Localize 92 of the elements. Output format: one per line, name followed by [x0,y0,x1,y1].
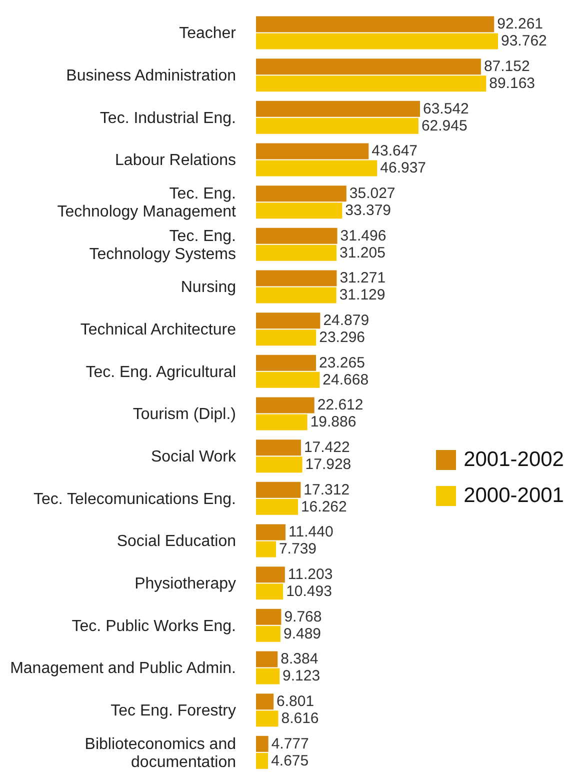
bar [256,397,314,414]
bar [256,482,301,498]
bar [256,440,301,456]
y-tick-label: Technical Architecture [80,321,236,338]
data-label: 17.422 [304,439,350,456]
data-label: 31.271 [340,270,386,287]
bar [256,651,278,668]
bar [256,566,285,583]
bar [256,143,369,160]
bar [256,76,486,92]
data-label: 23.265 [319,354,365,372]
legend-label: 2000-2001 [464,484,564,508]
data-label: 11.440 [288,524,334,541]
data-label: 11.203 [288,566,333,584]
y-tick-label: Biblioteconomics and documentation [84,735,236,770]
y-tick-label: Physiotherapy [134,575,236,592]
data-label: 9.123 [282,668,320,685]
data-label: 9.768 [284,608,322,626]
data-label: 46.937 [380,160,426,177]
data-label: 4.675 [271,752,309,770]
data-label: 31.496 [340,227,386,244]
y-tick-label: Tec. Industrial Eng. [100,109,236,126]
bar [256,752,268,769]
bar [256,16,494,32]
data-label: 10.493 [286,583,332,600]
data-label: 17.928 [305,456,352,474]
data-label: 35.027 [349,185,396,202]
data-label: 16.262 [300,498,347,516]
data-label: 33.379 [345,202,392,220]
bar [256,58,481,75]
bar [256,287,336,304]
y-tick-label: Labour Relations [115,152,236,169]
data-label: 8.616 [281,710,319,728]
bar [256,186,346,202]
bar [256,228,338,244]
y-tick-label: Tec. Public Works Eng. [72,617,236,634]
y-tick-label: Teacher [179,24,237,42]
y-tick-label: Social Work [150,448,237,465]
bar [256,608,282,625]
bar [256,372,320,388]
data-label: 93.762 [501,32,547,50]
data-label: 62.945 [421,117,468,134]
data-label: 89.163 [489,75,536,92]
data-label: 6.801 [276,693,314,710]
y-tick-label: Tec Eng. Forestry [110,702,236,719]
y-tick-label: Social Education [116,532,236,550]
bar [256,270,337,286]
data-label: 22.612 [317,396,364,414]
data-label: 31.205 [340,244,386,262]
bar [256,694,274,710]
bar [256,626,280,642]
legend-label: 2001-2002 [464,448,564,472]
bar [256,668,280,684]
data-label: 4.777 [271,735,309,752]
data-label: 17.312 [304,481,350,498]
y-tick-label: Business Administration [66,67,236,84]
data-label: 87.152 [484,58,530,76]
data-label: 8.384 [280,650,318,668]
bar [256,160,378,176]
y-tick-label: Tec. Telecomunications Eng. [34,490,236,508]
data-label: 31.129 [339,286,386,304]
bar [256,524,286,540]
bar [256,330,316,346]
data-label: 24.879 [323,312,370,330]
bar [256,584,284,600]
data-label: 63.542 [423,100,469,118]
bar [256,541,276,558]
bar [256,33,498,50]
bar [256,202,342,219]
y-tick-label: Tec. Eng. Agricultural [86,363,236,380]
data-label: 9.489 [283,625,322,642]
y-tick-label: Management and Public Admin. [10,660,236,677]
bar [256,100,420,117]
data-label: 92.261 [497,16,544,33]
y-tick-label: Tourism (Dipl.) [132,406,236,423]
data-label: 23.296 [319,329,366,346]
data-label: 19.886 [310,414,356,431]
bar [256,244,337,261]
bar [256,354,316,371]
y-tick-label: Tec. Eng. Technology Management [57,185,237,220]
bar [256,118,418,134]
data-label: 24.668 [322,371,369,388]
bar [256,456,302,473]
y-tick-label: Tec. Eng. Technology Systems [89,227,236,262]
y-tick-label: Nursing [180,278,236,296]
bar [256,498,298,515]
data-label: 7.739 [278,540,317,558]
bar [256,312,320,329]
bar [256,710,278,727]
bar [256,736,268,752]
bar [256,414,308,430]
data-label: 43.647 [372,142,418,160]
